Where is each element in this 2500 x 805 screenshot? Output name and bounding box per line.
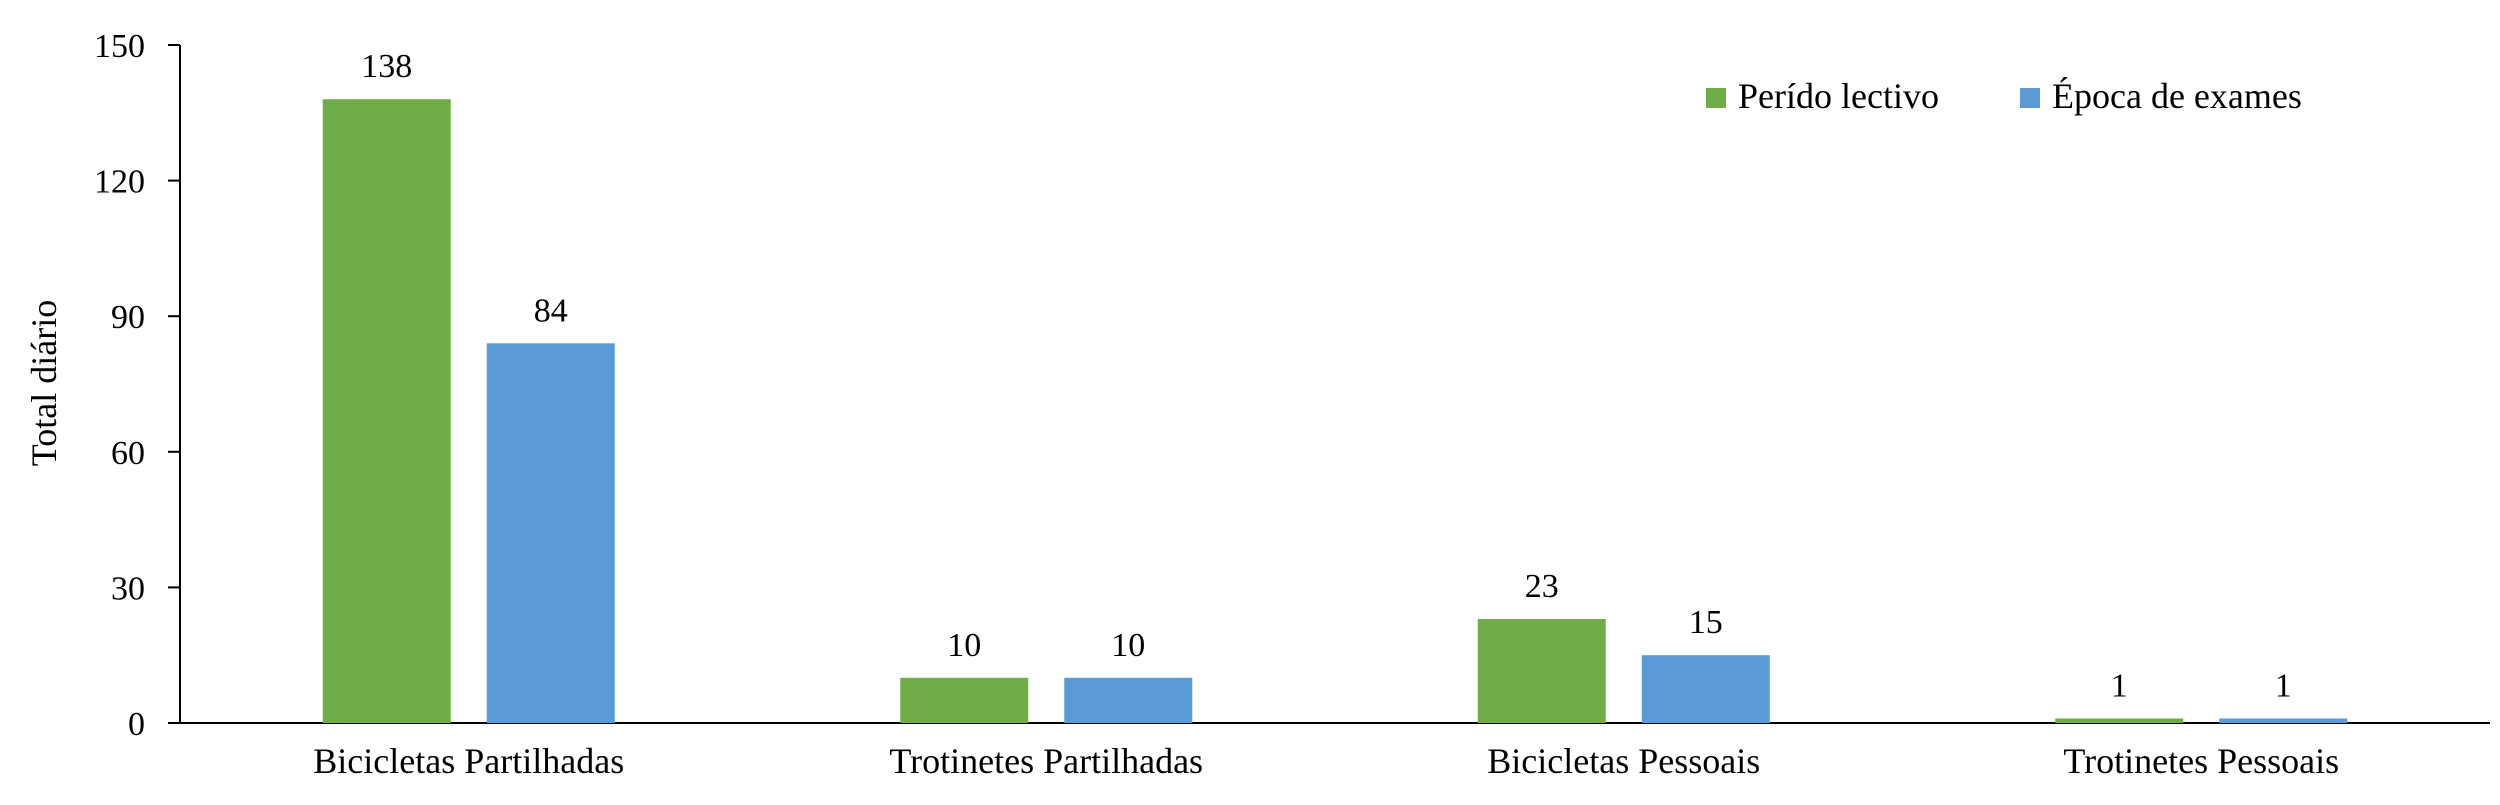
x-tick-label: Bicicletas Partilhadas	[313, 741, 624, 781]
bars	[322, 99, 2348, 724]
data-label: 84	[534, 292, 568, 329]
data-label: 138	[361, 48, 412, 85]
bar	[900, 677, 1029, 723]
bar	[486, 343, 615, 723]
data-label: 23	[1525, 568, 1559, 605]
y-axis: 0 30 60 90 120 150	[94, 28, 181, 743]
data-labels: 138 10 23 1 84 10 15 1	[361, 48, 2292, 704]
x-tick-label: Trotinetes Pessoais	[2063, 741, 2339, 781]
bar	[1064, 677, 1193, 723]
data-label: 15	[1689, 604, 1723, 641]
bar	[1477, 619, 1606, 723]
y-tick-label: 0	[128, 706, 145, 743]
legend-swatch	[2020, 88, 2040, 108]
y-axis-title: Total diário	[24, 300, 64, 466]
y-tick-label: 60	[111, 435, 145, 472]
y-tick-label: 120	[94, 164, 145, 201]
x-tick-label: Trotinetes Partilhadas	[889, 741, 1203, 781]
legend-swatch	[1706, 88, 1726, 108]
y-tick-label: 30	[111, 570, 145, 607]
bar	[322, 99, 451, 724]
x-axis: Bicicletas Partilhadas Trotinetes Partilh…	[180, 722, 2490, 781]
bar	[2219, 718, 2348, 723]
data-label: 1	[2275, 667, 2292, 704]
data-label: 10	[1111, 627, 1145, 664]
bar	[1641, 655, 1770, 723]
y-tick-label: 150	[94, 28, 145, 65]
legend-label: Perído lectivo	[1738, 76, 1939, 116]
data-label: 10	[947, 627, 981, 664]
y-tick-label: 90	[111, 299, 145, 336]
legend: Perído lectivo Época de exames	[1706, 76, 2302, 116]
legend-label: Época de exames	[2052, 76, 2302, 116]
bar	[2055, 718, 2184, 723]
x-tick-label: Bicicletas Pessoais	[1487, 741, 1760, 781]
data-label: 1	[2111, 667, 2128, 704]
